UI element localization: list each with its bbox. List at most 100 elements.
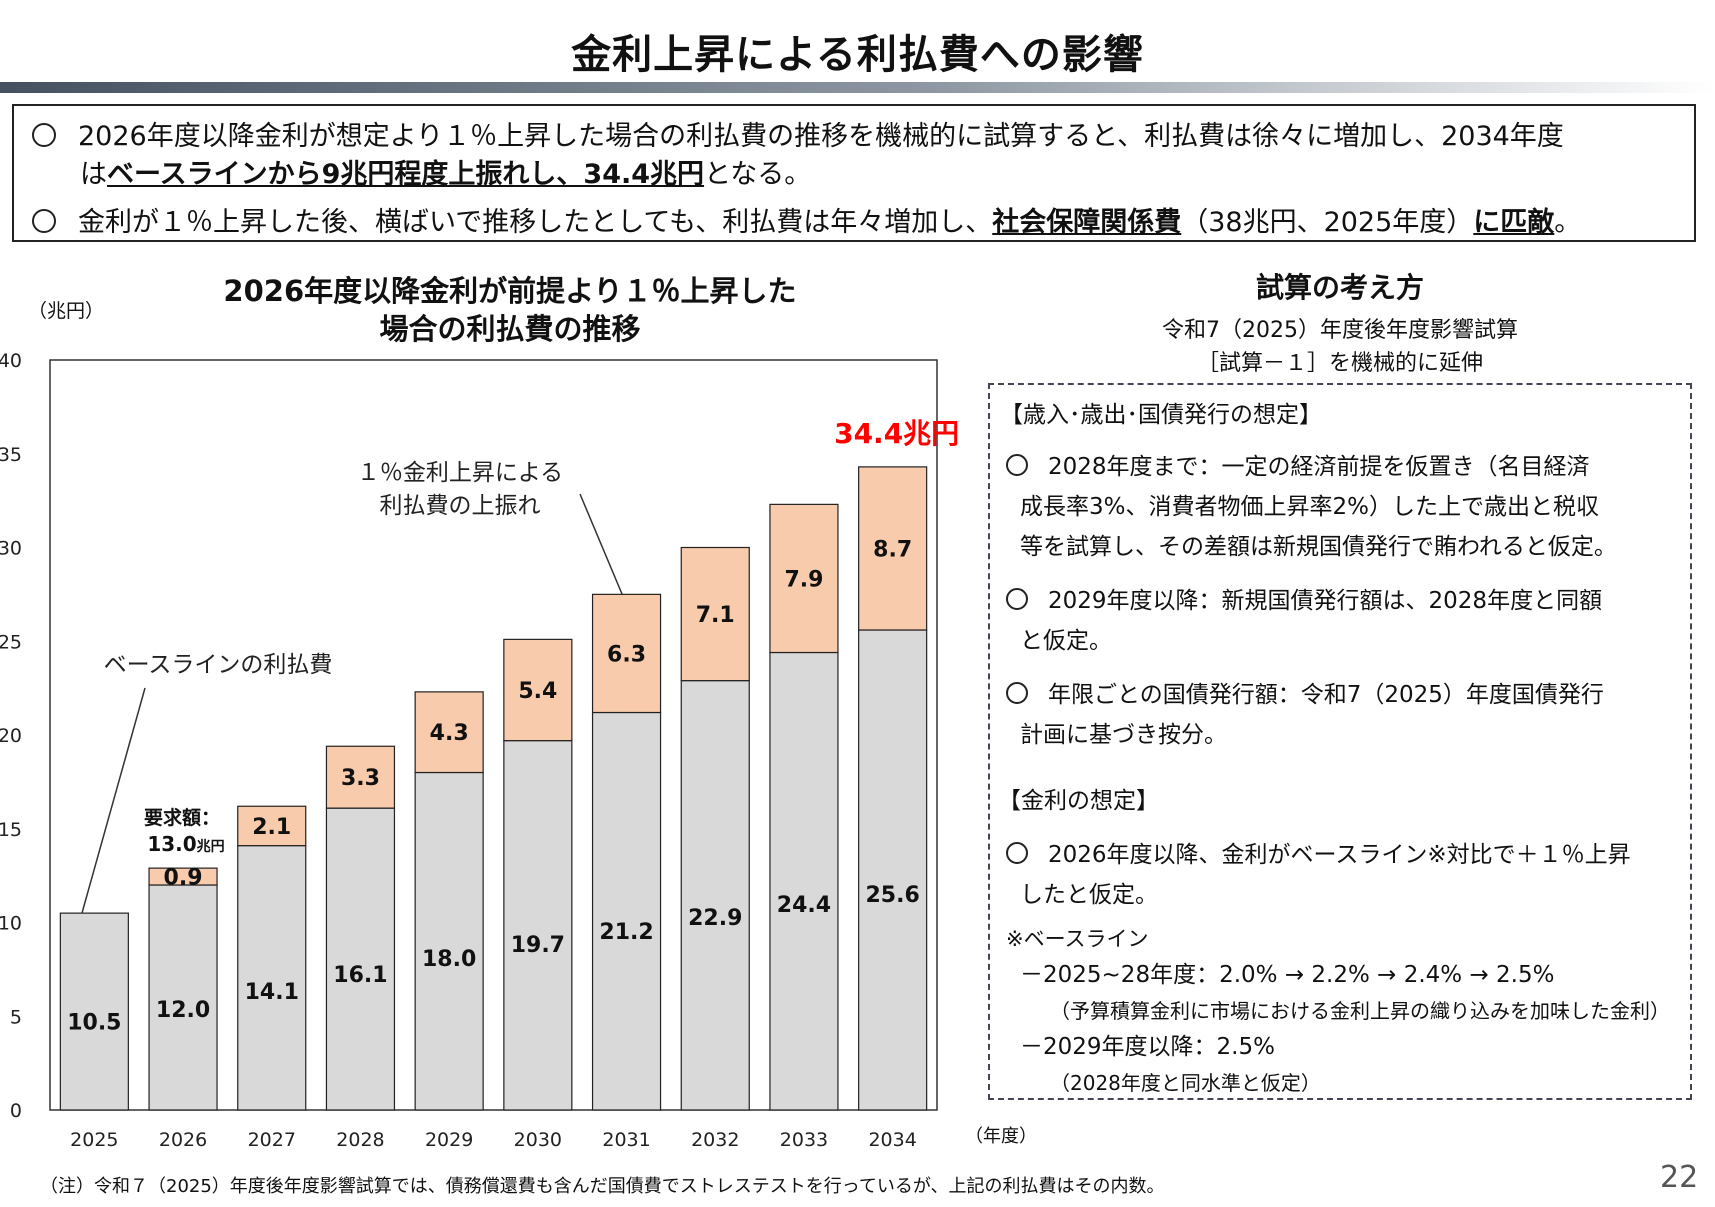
assumption-item-4: 2026年度以降、金利がベースライン※対比で＋１％上昇 [1006, 835, 1631, 875]
bar-upside [591, 593, 662, 714]
circle-bullet-icon [32, 122, 56, 147]
upside-callout-line2: 利払費の上振れ [380, 493, 541, 519]
summary-point-2: 金利が１％上昇した後、横ばいで推移したとしても、利払費は年々増加し、社会保障関係… [32, 200, 1581, 239]
request-amount-unit: 兆円 [197, 839, 225, 855]
bar-baseline [59, 912, 129, 1111]
data-label-baseline: 18.0 [422, 947, 476, 972]
x-tick-label: 2026 [159, 1129, 207, 1151]
baseline-callout: ベースラインの利払費 [104, 652, 333, 678]
assumption-item-4-line2: したと仮定。 [1020, 882, 1158, 908]
baseline-note-line1: －2025~28年度：2.0% → 2.2% → 2.4% → 2.5% [1020, 962, 1555, 988]
bar-baseline [414, 771, 484, 1111]
bar-upside [414, 691, 484, 774]
y-tick-label: 20 [0, 725, 22, 747]
title-underline-bar [0, 82, 1715, 93]
upside-callout-line1: １％金利上昇による [357, 460, 563, 486]
data-label-baseline: 24.4 [777, 893, 831, 918]
circle-bullet-icon [1006, 453, 1028, 476]
assumption-item-1-line3: 等を試算し、その差額は新規国債発行で賄われると仮定。 [1020, 534, 1617, 560]
y-tick-label: 0 [10, 1100, 22, 1122]
bar-upside [148, 867, 218, 886]
data-label-baseline: 12.0 [156, 998, 210, 1023]
data-label-baseline: 22.9 [688, 906, 742, 931]
data-label-baseline: 16.1 [333, 963, 387, 988]
bar-baseline [237, 845, 307, 1111]
baseline-callout-line [81, 687, 146, 914]
assumption-item-1-line2: 成長率3%、消費者物価上昇率2%）した上で歳出と税収 [1020, 494, 1599, 520]
y-tick-label: 40 [0, 350, 22, 372]
circle-bullet-icon [1006, 681, 1028, 704]
total-2034-label: 34.4兆円 [834, 417, 959, 450]
assumption-item-3-line2: 計画に基づき按分。 [1020, 722, 1227, 748]
bar-upside [503, 638, 573, 742]
assumption-item-2: 2029年度以降：新規国債発行額は、2028年度と同額 [1006, 581, 1602, 621]
baseline-note-line2: （予算積算金利に市場における金利上昇の織り込みを加味した金利） [1050, 999, 1670, 1023]
assumption-item-1: 2028年度まで：一定の経済前提を仮置き（名目経済 [1006, 447, 1590, 487]
request-amount-value: 13.0 [147, 832, 196, 856]
x-tick-label: 2033 [780, 1129, 828, 1151]
summary-point-1: 2026年度以降金利が想定より１％上昇した場合の利払費の推移を機械的に試算すると… [32, 114, 1564, 153]
bar-upside [325, 745, 396, 809]
x-axis-unit-label: （年度） [965, 1126, 1037, 1147]
assumption-item-3: 年限ごとの国債発行額：令和7（2025）年度国債発行 [1006, 675, 1604, 715]
y-tick-label: 25 [0, 631, 22, 653]
section-heading-interest: 【金利の想定】 [998, 788, 1159, 814]
x-tick-label: 2032 [691, 1129, 739, 1151]
bar-upside [769, 503, 839, 654]
baseline-note-line3: －2029年度以降：2.5% [1020, 1034, 1275, 1060]
data-label-upside: 4.3 [430, 721, 469, 746]
data-label-baseline: 25.6 [866, 883, 920, 908]
data-label-upside: 6.3 [607, 642, 646, 667]
data-label-baseline: 14.1 [245, 980, 299, 1005]
x-tick-label: 2028 [336, 1129, 384, 1151]
x-tick-label: 2025 [70, 1129, 118, 1151]
footnote: （注）令和７（2025）年度後年度影響試算では、債務償還費も含んだ国債費でストレ… [40, 1176, 1165, 1197]
y-tick-label: 10 [0, 913, 22, 935]
summary-point-1-cont: はベースラインから9兆円程度上振れし、34.4兆円となる。 [80, 159, 812, 190]
y-axis-unit-label: （兆円） [28, 300, 105, 322]
bar-baseline [591, 711, 662, 1111]
baseline-note-line4: （2028年度と同水準と仮定） [1050, 1071, 1321, 1095]
data-label-upside: 7.9 [784, 567, 823, 592]
bar-baseline [325, 807, 396, 1111]
concept-title: 試算の考え方 [1255, 271, 1424, 304]
x-tick-label: 2034 [868, 1129, 916, 1151]
plot-frame [49, 359, 938, 1111]
data-label-baseline: 10.5 [67, 1010, 121, 1035]
bar-chart: 051015202530354010.5202512.00.9202614.12… [0, 350, 959, 1151]
request-label-line2: 13.0兆円 [147, 832, 224, 856]
data-label-upside: 3.3 [341, 766, 380, 791]
bar-baseline [858, 629, 928, 1111]
data-label-upside: 7.1 [696, 603, 735, 628]
concept-subtitle-1: 令和7（2025）年度後年度影響試算 [1162, 318, 1518, 343]
data-label-baseline: 21.2 [599, 920, 653, 945]
bar-upside [237, 805, 307, 847]
upside-callout-line [579, 493, 623, 595]
circle-bullet-icon [32, 208, 56, 233]
y-tick-label: 15 [0, 819, 22, 841]
x-tick-label: 2030 [514, 1129, 562, 1151]
page-title: 金利上昇による利払費への影響 [571, 32, 1144, 78]
bar-upside [858, 466, 928, 631]
data-label-upside: 2.1 [252, 815, 291, 840]
summary-emphasis: に匹敵 [1473, 207, 1555, 238]
bar-baseline [769, 651, 839, 1111]
baseline-note-heading: ※ベースライン [1006, 927, 1149, 951]
x-tick-label: 2031 [602, 1129, 650, 1151]
summary-emphasis: 社会保障関係費 [992, 207, 1182, 238]
summary-emphasis: ベースラインから9兆円程度上振れし、34.4兆円 [107, 159, 705, 190]
summary-box: 2026年度以降金利が想定より１％上昇した場合の利払費の推移を機械的に試算すると… [12, 104, 1696, 242]
circle-bullet-icon [1006, 587, 1028, 610]
bar-upside [680, 546, 750, 682]
bar-baseline [680, 680, 750, 1111]
y-tick-label: 5 [10, 1006, 22, 1028]
data-label-upside: 8.7 [873, 537, 912, 562]
request-label-line1: 要求額： [144, 806, 220, 829]
x-tick-label: 2029 [425, 1129, 473, 1151]
concept-subtitle-2: ［試算－１］を機械的に延伸 [1196, 351, 1483, 376]
section-heading-revenue: 【歳入･歳出･国債発行の想定】 [1000, 402, 1322, 428]
x-tick-label: 2027 [248, 1129, 296, 1151]
assumption-item-2-line2: と仮定。 [1020, 628, 1112, 654]
y-tick-label: 35 [0, 444, 22, 466]
bar-baseline [503, 740, 573, 1111]
